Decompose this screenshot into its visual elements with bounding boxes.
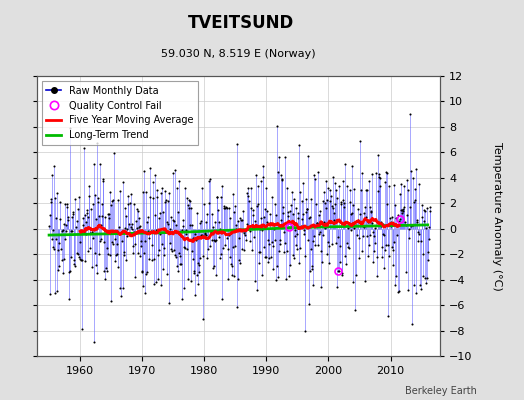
Legend: Raw Monthly Data, Quality Control Fail, Five Year Moving Average, Long-Term Tren: Raw Monthly Data, Quality Control Fail, …: [41, 81, 198, 145]
Text: Berkeley Earth: Berkeley Earth: [405, 386, 477, 396]
Y-axis label: Temperature Anomaly (°C): Temperature Anomaly (°C): [492, 142, 502, 290]
Title: 59.030 N, 8.519 E (Norway): 59.030 N, 8.519 E (Norway): [161, 48, 316, 58]
Text: TVEITSUND: TVEITSUND: [188, 14, 294, 32]
